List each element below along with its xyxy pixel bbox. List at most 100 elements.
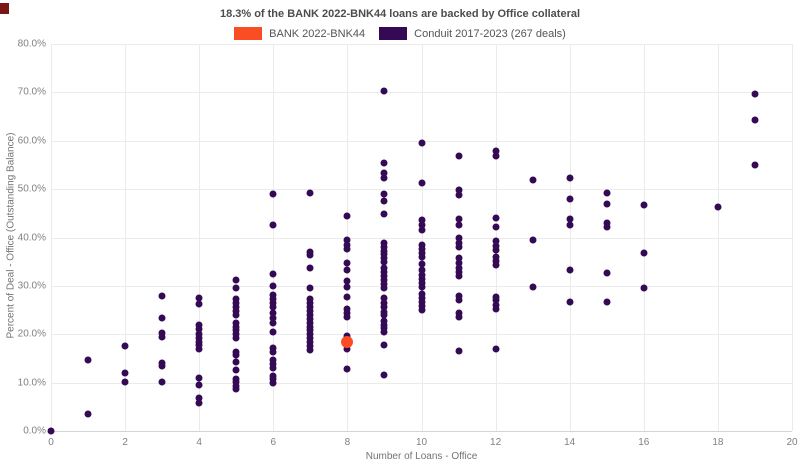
conduit-data-point[interactable]: [232, 284, 240, 292]
conduit-data-point[interactable]: [418, 290, 425, 298]
conduit-data-point[interactable]: [455, 215, 463, 223]
conduit-data-point[interactable]: [380, 87, 388, 95]
conduit-data-point[interactable]: [306, 342, 314, 350]
conduit-data-point[interactable]: [603, 219, 611, 227]
conduit-data-point[interactable]: [566, 195, 574, 203]
conduit-data-point[interactable]: [158, 378, 166, 386]
conduit-data-point[interactable]: [343, 241, 351, 249]
conduit-data-point[interactable]: [492, 305, 500, 313]
conduit-data-point[interactable]: [418, 302, 425, 310]
conduit-data-point[interactable]: [84, 410, 92, 418]
conduit-data-point[interactable]: [195, 294, 203, 302]
conduit-data-point[interactable]: [343, 236, 351, 244]
conduit-data-point[interactable]: [603, 200, 611, 208]
conduit-data-point[interactable]: [380, 243, 388, 251]
conduit-data-point[interactable]: [306, 299, 314, 307]
conduit-data-point[interactable]: [306, 307, 314, 315]
conduit-data-point[interactable]: [455, 264, 463, 272]
conduit-data-point[interactable]: [380, 264, 388, 272]
conduit-data-point[interactable]: [269, 291, 277, 299]
conduit-data-point[interactable]: [380, 174, 388, 182]
conduit-data-point[interactable]: [343, 277, 351, 285]
conduit-data-point[interactable]: [195, 381, 203, 389]
conduit-data-point[interactable]: [232, 276, 240, 284]
conduit-data-point[interactable]: [492, 296, 500, 304]
conduit-data-point[interactable]: [380, 324, 388, 332]
conduit-data-point[interactable]: [269, 319, 277, 327]
conduit-data-point[interactable]: [269, 221, 277, 229]
conduit-data-point[interactable]: [269, 344, 277, 352]
conduit-data-point[interactable]: [232, 375, 240, 383]
conduit-data-point[interactable]: [306, 334, 314, 342]
conduit-data-point[interactable]: [380, 303, 388, 311]
conduit-data-point[interactable]: [455, 152, 463, 160]
conduit-data-point[interactable]: [455, 186, 463, 194]
conduit-data-point[interactable]: [418, 139, 425, 147]
conduit-data-point[interactable]: [566, 266, 574, 274]
conduit-data-point[interactable]: [380, 321, 388, 329]
conduit-data-point[interactable]: [232, 303, 240, 311]
conduit-data-point[interactable]: [380, 294, 388, 302]
conduit-data-point[interactable]: [380, 254, 388, 262]
conduit-data-point[interactable]: [751, 161, 759, 169]
conduit-data-point[interactable]: [418, 221, 425, 229]
conduit-data-point[interactable]: [343, 345, 351, 353]
conduit-data-point[interactable]: [306, 346, 314, 354]
conduit-data-point[interactable]: [343, 332, 351, 340]
conduit-data-point[interactable]: [455, 243, 463, 251]
conduit-data-point[interactable]: [269, 314, 277, 322]
conduit-data-point[interactable]: [306, 264, 314, 272]
conduit-data-point[interactable]: [418, 179, 425, 187]
conduit-data-point[interactable]: [751, 116, 759, 124]
conduit-data-point[interactable]: [232, 307, 240, 315]
conduit-data-point[interactable]: [306, 303, 314, 311]
conduit-data-point[interactable]: [195, 330, 203, 338]
conduit-data-point[interactable]: [195, 334, 203, 342]
conduit-data-point[interactable]: [380, 299, 388, 307]
conduit-data-point[interactable]: [492, 237, 500, 245]
conduit-data-point[interactable]: [380, 169, 388, 177]
conduit-data-point[interactable]: [195, 345, 203, 353]
conduit-data-point[interactable]: [380, 284, 388, 292]
conduit-data-point[interactable]: [418, 283, 425, 291]
conduit-data-point[interactable]: [380, 276, 388, 284]
conduit-data-point[interactable]: [455, 292, 463, 300]
conduit-data-point[interactable]: [269, 303, 277, 311]
conduit-data-point[interactable]: [269, 309, 277, 317]
conduit-data-point[interactable]: [232, 348, 240, 356]
conduit-data-point[interactable]: [380, 247, 388, 255]
conduit-data-point[interactable]: [121, 369, 129, 377]
conduit-data-point[interactable]: [418, 260, 425, 268]
conduit-data-point[interactable]: [121, 378, 129, 386]
conduit-data-point[interactable]: [455, 234, 463, 242]
conduit-data-point[interactable]: [195, 300, 203, 308]
conduit-data-point[interactable]: [640, 249, 648, 257]
conduit-data-point[interactable]: [232, 330, 240, 338]
conduit-data-point[interactable]: [195, 374, 203, 382]
conduit-data-point[interactable]: [232, 319, 240, 327]
conduit-data-point[interactable]: [269, 282, 277, 290]
conduit-data-point[interactable]: [269, 295, 277, 303]
conduit-data-point[interactable]: [380, 308, 388, 315]
conduit-data-point[interactable]: [306, 251, 314, 259]
conduit-data-point[interactable]: [269, 372, 277, 380]
legend-item-conduit[interactable]: Conduit 2017-2023 (267 deals): [379, 27, 566, 40]
conduit-data-point[interactable]: [269, 299, 277, 307]
conduit-data-point[interactable]: [195, 341, 203, 349]
conduit-data-point[interactable]: [343, 313, 351, 321]
conduit-data-point[interactable]: [492, 301, 500, 309]
conduit-data-point[interactable]: [195, 325, 203, 333]
conduit-data-point[interactable]: [158, 359, 166, 367]
conduit-data-point[interactable]: [47, 427, 55, 435]
conduit-data-point[interactable]: [232, 299, 240, 307]
conduit-data-point[interactable]: [195, 399, 203, 407]
conduit-data-point[interactable]: [380, 272, 388, 280]
conduit-data-point[interactable]: [566, 215, 574, 223]
conduit-data-point[interactable]: [418, 266, 425, 274]
conduit-data-point[interactable]: [492, 345, 500, 353]
conduit-data-point[interactable]: [380, 250, 388, 258]
bank-data-point[interactable]: [341, 336, 354, 349]
conduit-data-point[interactable]: [455, 254, 463, 262]
conduit-data-point[interactable]: [343, 245, 351, 253]
conduit-data-point[interactable]: [455, 221, 463, 229]
